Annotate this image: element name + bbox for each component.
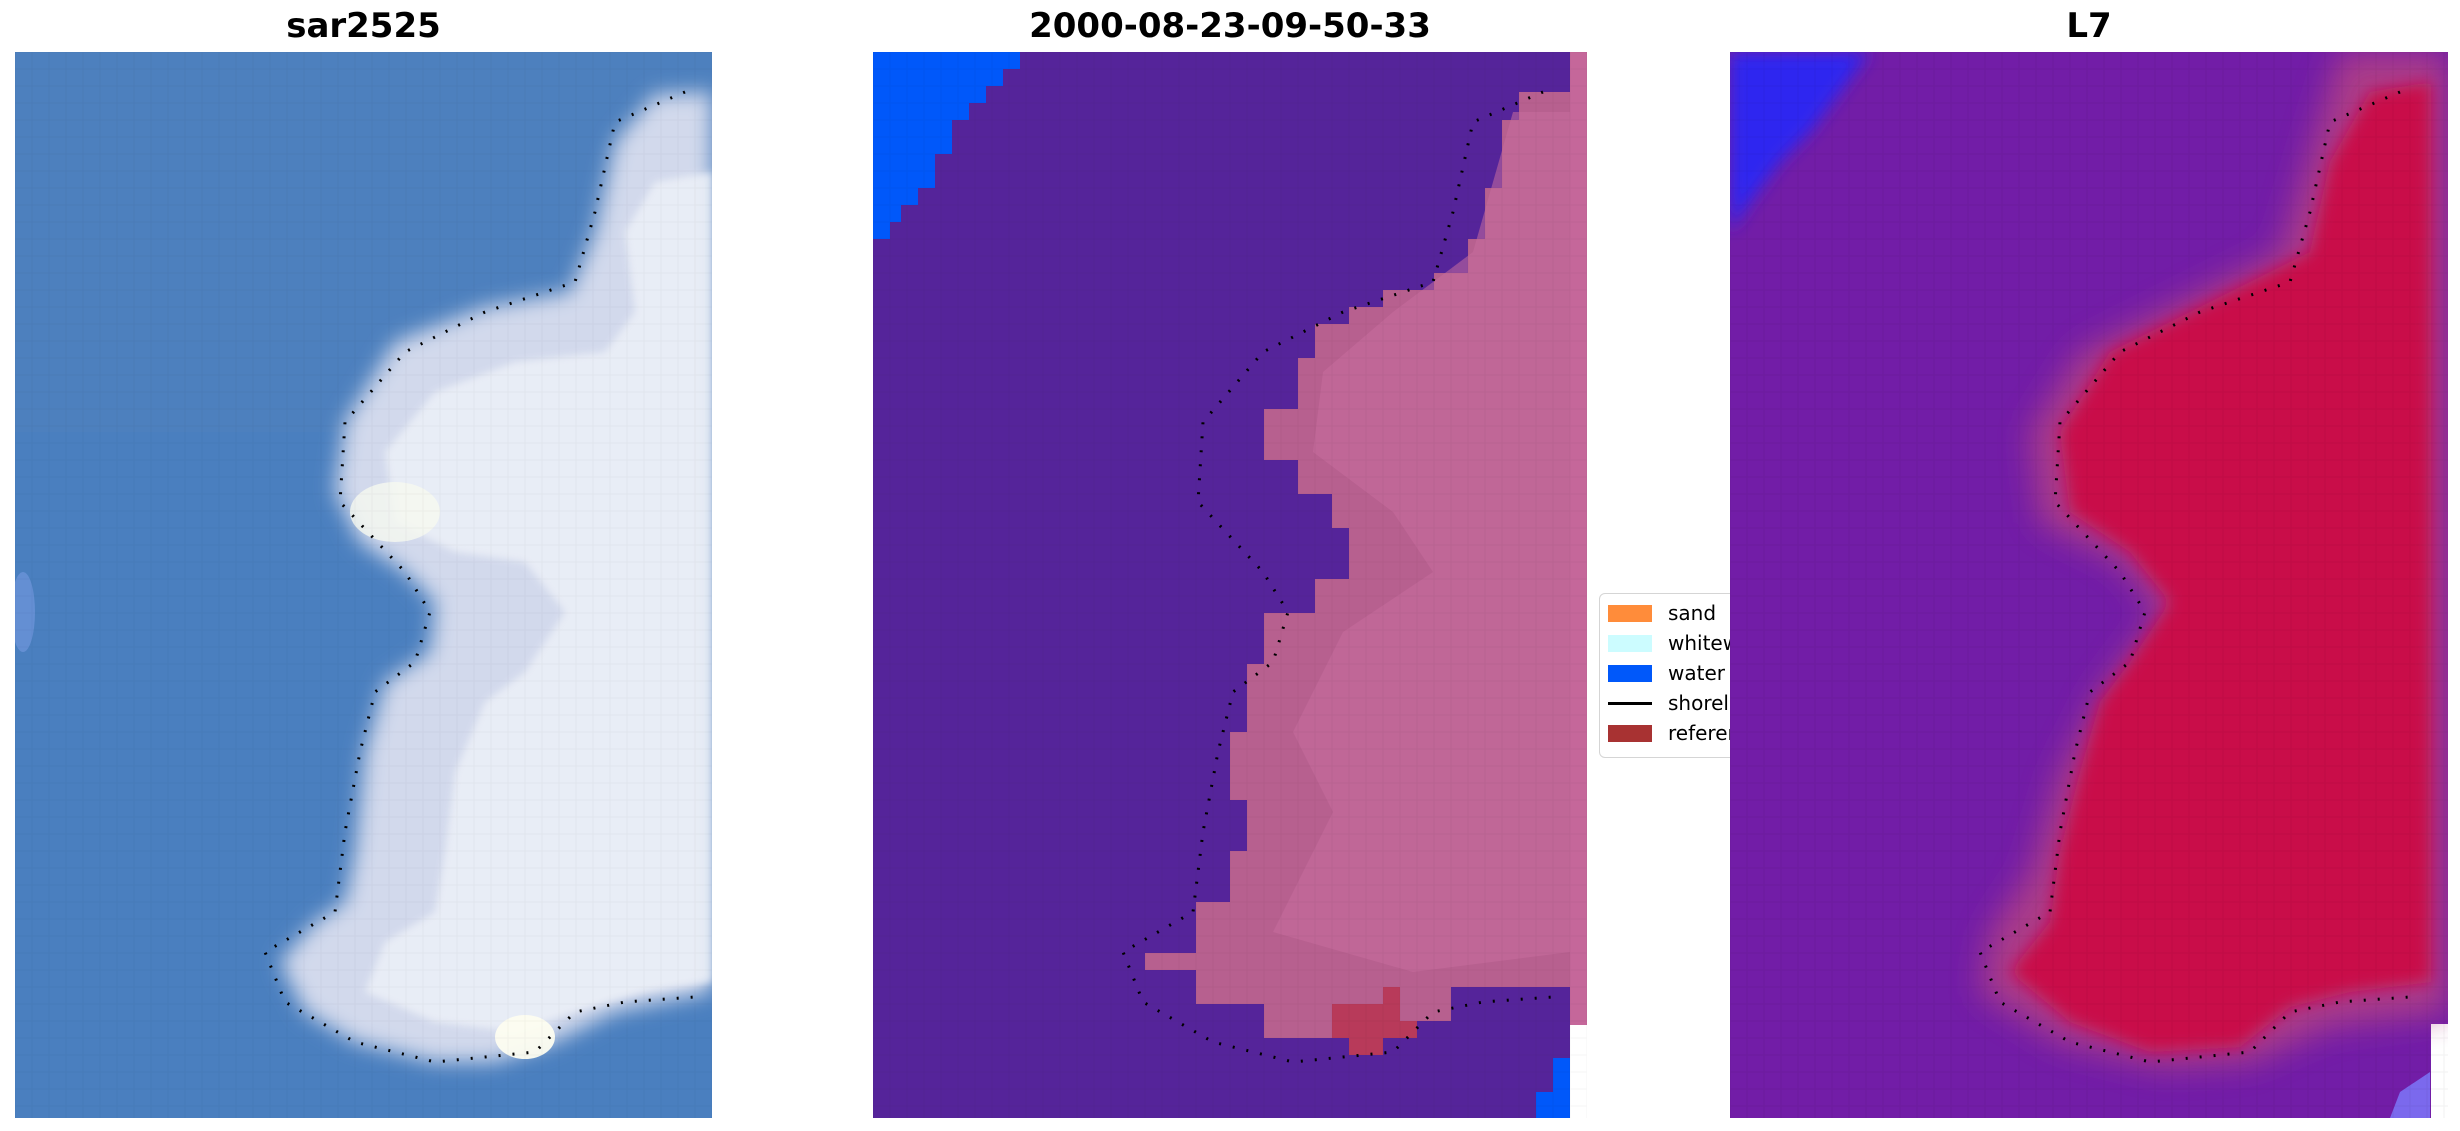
rgb-image-panel (15, 52, 712, 1118)
water-swatch (1608, 664, 1652, 682)
shoreline-line-swatch (1608, 701, 1652, 705)
legend-label-reference: reference (1668, 721, 1740, 745)
legend-item-water: water (1608, 658, 1725, 688)
panel-title-middle: 2000-08-23-09-50-33 (1029, 6, 1431, 46)
classified-image-panel (873, 52, 1587, 1118)
index-image-panel (1730, 52, 2448, 1118)
legend-label-shoreline: shoreline (1668, 691, 1740, 715)
legend-item-shoreline: shoreline (1608, 688, 1740, 718)
legend-item-reference: reference (1608, 718, 1740, 748)
panel-title-left: sar2525 (286, 6, 441, 46)
whitewater-swatch (1608, 634, 1652, 652)
legend-item-sand: sand (1608, 598, 1716, 628)
panel-title-right: L7 (2066, 6, 2112, 46)
legend-label-sand: sand (1668, 601, 1717, 625)
sand-swatch (1608, 604, 1652, 622)
reference-swatch (1608, 724, 1652, 742)
legend-label-water: water (1668, 661, 1725, 685)
